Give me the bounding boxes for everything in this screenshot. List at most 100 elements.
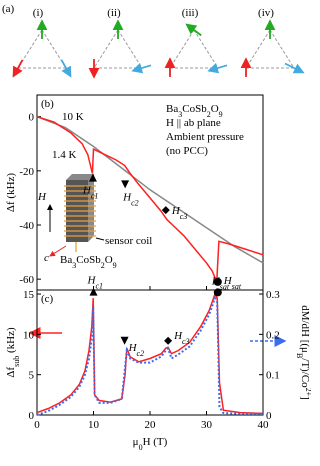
config-label: (ii) <box>107 7 121 19</box>
marker-label-part: H <box>171 205 181 217</box>
y2-axis-label-part: /T)/Co <box>299 358 311 388</box>
marker <box>164 336 173 345</box>
marker-label-part: H <box>128 342 138 354</box>
marker-label-part: sat <box>232 281 242 290</box>
coil <box>64 185 96 237</box>
marker-label-part: H <box>87 275 97 287</box>
marker-label: Hc3 <box>173 330 190 346</box>
spin <box>284 62 305 74</box>
x-tick-label: 10 <box>88 419 100 431</box>
curve-label: 10 K <box>62 111 84 123</box>
info-text-part: H || ab plane <box>166 117 221 129</box>
y2-tick-label: 0.2 <box>266 329 280 341</box>
y2-tick-label: 0 <box>266 410 272 422</box>
inset-text-part: 9 <box>113 261 117 270</box>
spin <box>12 59 24 78</box>
y-tick-label: -20 <box>19 166 34 178</box>
marker-label-part: H <box>122 191 132 203</box>
info-text-part: (no PCC) <box>166 145 208 157</box>
panel-label: (b) <box>41 98 54 110</box>
curve <box>36 292 264 415</box>
marker-label-part: sat <box>220 282 230 291</box>
marker-label: Hc3 <box>171 205 188 221</box>
inset-text-part: 3 <box>72 261 76 270</box>
triangle <box>17 29 67 69</box>
y2-axis-label-part: dM/dH [(μ <box>299 305 311 353</box>
info-text-part: O <box>211 103 219 115</box>
marker-label: Hc1 <box>82 185 99 201</box>
x-tick-label: 30 <box>201 419 213 431</box>
y2-axis-label-part: B <box>296 353 305 358</box>
figure: (a) (i) (ii) (iii) (iv) (b) -60 -40 -20 0 Δf (kHz… <box>2 3 314 452</box>
marker-label-part: c3 <box>182 336 190 345</box>
info-text: Ba3CoSb2O9 <box>166 103 223 119</box>
marker-label: Hsat <box>223 275 242 291</box>
marker-label: Hc1 <box>87 275 104 291</box>
config-label: (iv) <box>258 7 274 19</box>
x-tick-label: 20 <box>145 419 157 431</box>
marker-label-part: c3 <box>180 212 188 221</box>
curve-label: 1.4 K <box>52 149 77 161</box>
marker <box>88 173 97 182</box>
marker-label-part: c1 <box>91 191 99 200</box>
panel-label: (c) <box>41 293 54 305</box>
inset-sample <box>47 174 105 257</box>
y-tick-label: 5 <box>29 370 35 382</box>
panel-label: (a) <box>2 3 15 15</box>
marker-label-part: c2 <box>131 198 139 207</box>
y2-axis-label: dM/dH [(μB/T)/Co2+] <box>296 305 312 400</box>
x-axis-label-part: 0 <box>139 443 143 452</box>
y-tick-label: 10 <box>23 329 35 341</box>
marker <box>89 287 98 296</box>
marker-label-part: c1 <box>95 281 103 290</box>
spin-diagrams <box>12 19 305 79</box>
marker-label-part: H <box>223 275 233 287</box>
coil-pointer <box>95 237 105 241</box>
marker-label-part: H <box>173 330 183 342</box>
y-axis-label: Δfsub (kHz) <box>5 327 21 378</box>
x-tick-label: 0 <box>34 419 40 431</box>
y-axis-label-part: Δf <box>5 367 17 378</box>
plot-frame <box>36 289 264 416</box>
marker <box>121 180 130 189</box>
spin <box>185 23 202 37</box>
info-text-part: Ba <box>166 103 178 115</box>
x-axis-label: μ0H (T) <box>133 436 168 452</box>
y-axis-label-part: (kHz) <box>5 327 17 356</box>
inset-text-part: 2 <box>101 261 105 270</box>
marker-label: Hc2 <box>128 342 145 358</box>
y-tick-label: 0 <box>29 410 35 422</box>
info-text: (no PCC) <box>166 145 208 157</box>
config-label: (i) <box>33 7 44 19</box>
triangle <box>93 29 143 69</box>
y-axis-label-part: sub <box>12 356 21 367</box>
info-text-part: 9 <box>219 110 223 119</box>
marker <box>213 288 222 297</box>
c-axis-arrow <box>49 245 67 257</box>
marker-label-part: H <box>82 185 92 197</box>
marker <box>120 336 129 345</box>
y2-axis-label-part: ] <box>299 396 311 400</box>
inset-text-part: CoSb <box>76 254 101 266</box>
y-tick-label: -40 <box>19 220 34 232</box>
y-tick-label: 0 <box>29 112 35 124</box>
triangle <box>169 29 219 69</box>
spin <box>60 59 72 78</box>
y2-tick-label: 0.3 <box>266 289 280 301</box>
info-text-part: 3 <box>178 110 182 119</box>
y-tick-label: 15 <box>23 289 35 301</box>
marker <box>213 277 222 286</box>
x-tick-label: 40 <box>258 419 270 431</box>
marker-label: Hsat <box>211 275 230 291</box>
y-tick-label: -60 <box>19 274 34 286</box>
y-axis-label: Δf (kHz) <box>5 173 17 212</box>
marker-label-part: H <box>211 275 221 287</box>
spin <box>207 62 228 74</box>
inset-text: H <box>37 191 47 203</box>
info-text-part: CoSb <box>182 103 207 115</box>
inset-text-part: Ba <box>60 254 72 266</box>
y2-axis-label-part: 2+ <box>305 388 312 397</box>
config-label: (iii) <box>182 7 199 19</box>
info-text-part: 2 <box>207 110 211 119</box>
info-text: H || ab plane <box>166 117 221 129</box>
